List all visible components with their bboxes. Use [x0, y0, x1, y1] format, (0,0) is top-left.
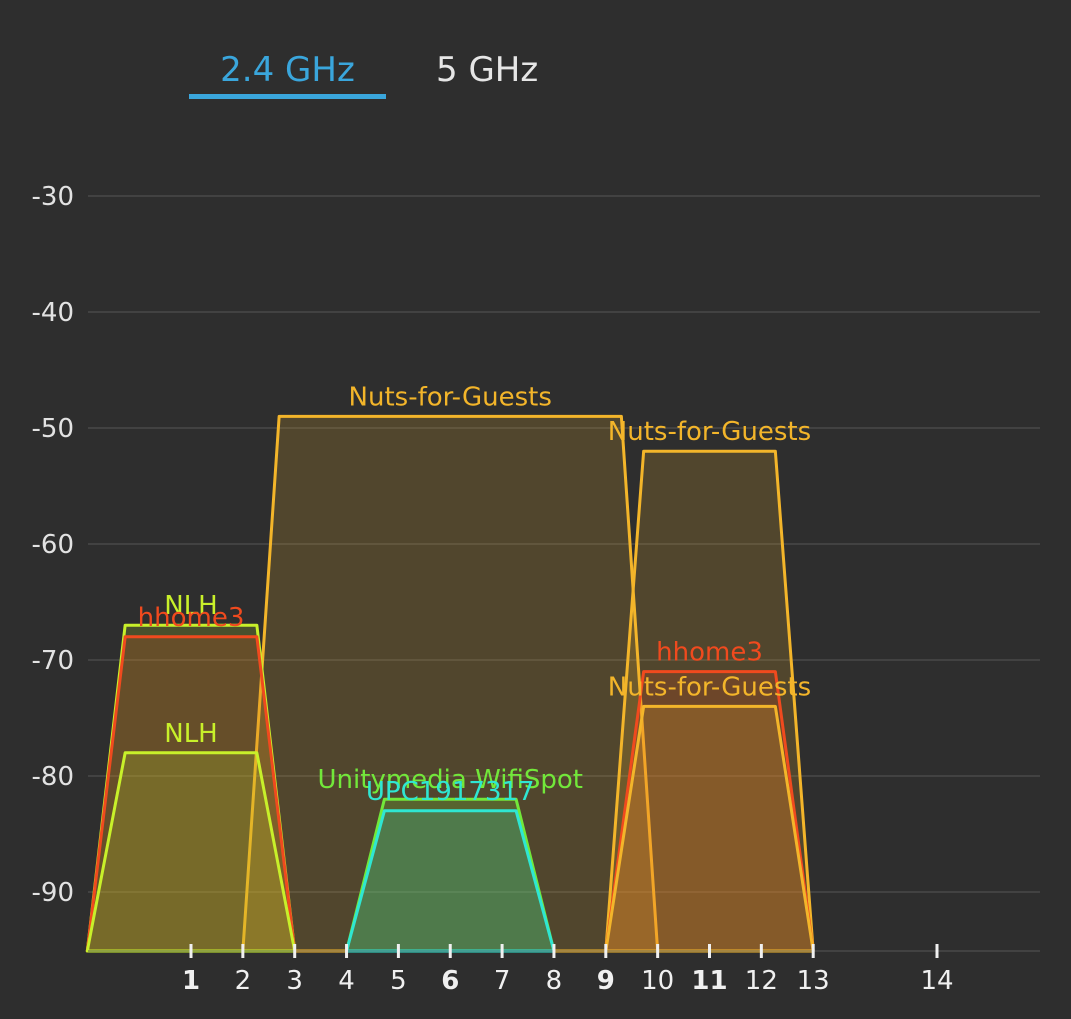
x-tick-label: 8 [546, 966, 563, 996]
x-tick-label: 5 [390, 966, 407, 996]
network-label: Nuts-for-Guests [608, 672, 811, 702]
x-tick-label: 9 [597, 966, 615, 996]
x-tick-label: 6 [441, 966, 459, 996]
y-axis-labels: -30 -40 -50 -60 -70 -80 -90 [32, 182, 74, 908]
network-curve[interactable] [85, 751, 297, 953]
network-label: Nuts-for-Guests [608, 417, 811, 447]
network-curve[interactable] [345, 809, 556, 953]
y-tick-label: -80 [32, 762, 74, 792]
tab-2-4-ghz[interactable]: 2.4 GHz [220, 50, 355, 90]
tab-5-ghz[interactable]: 5 GHz [436, 50, 539, 90]
x-tick-label: 11 [691, 966, 727, 996]
network-label: Nuts-for-Guests [349, 382, 552, 412]
x-tick-label: 1 [182, 966, 200, 996]
network-label: hhome3 [656, 638, 763, 668]
network-curves: Nuts-for-Guests Nuts-for-Guests hhome3 Nuts… [85, 382, 815, 953]
x-tick-label: 2 [235, 966, 252, 996]
network-label: Unitymedia WifiSpot [318, 765, 583, 795]
x-tick-label: 3 [286, 966, 303, 996]
y-tick-label: -90 [32, 878, 74, 908]
x-tick-label: 14 [920, 966, 953, 996]
active-tab-indicator [189, 94, 386, 99]
y-tick-label: -70 [32, 646, 74, 676]
network-label: NLH [164, 719, 218, 749]
network-curve[interactable] [604, 704, 815, 953]
x-tick-label: 7 [494, 966, 511, 996]
band-tabs: 2.4 GHz 5 GHz [0, 0, 1071, 110]
network-label: UPC1917317 [366, 777, 535, 807]
y-tick-label: -60 [32, 530, 74, 560]
x-tick-label: 4 [338, 966, 355, 996]
x-tick-label: 12 [745, 966, 778, 996]
x-axis: 1 2 3 4 5 6 7 8 9 10 11 12 13 14 [88, 944, 1040, 996]
x-tick-label: 10 [641, 966, 674, 996]
network-label: NLH [164, 591, 218, 621]
y-tick-label: -40 [32, 298, 74, 328]
y-tick-label: -50 [32, 414, 74, 444]
network-label: hhome3 [138, 603, 245, 633]
y-tick-label: -30 [32, 182, 74, 212]
x-tick-label: 13 [797, 966, 830, 996]
